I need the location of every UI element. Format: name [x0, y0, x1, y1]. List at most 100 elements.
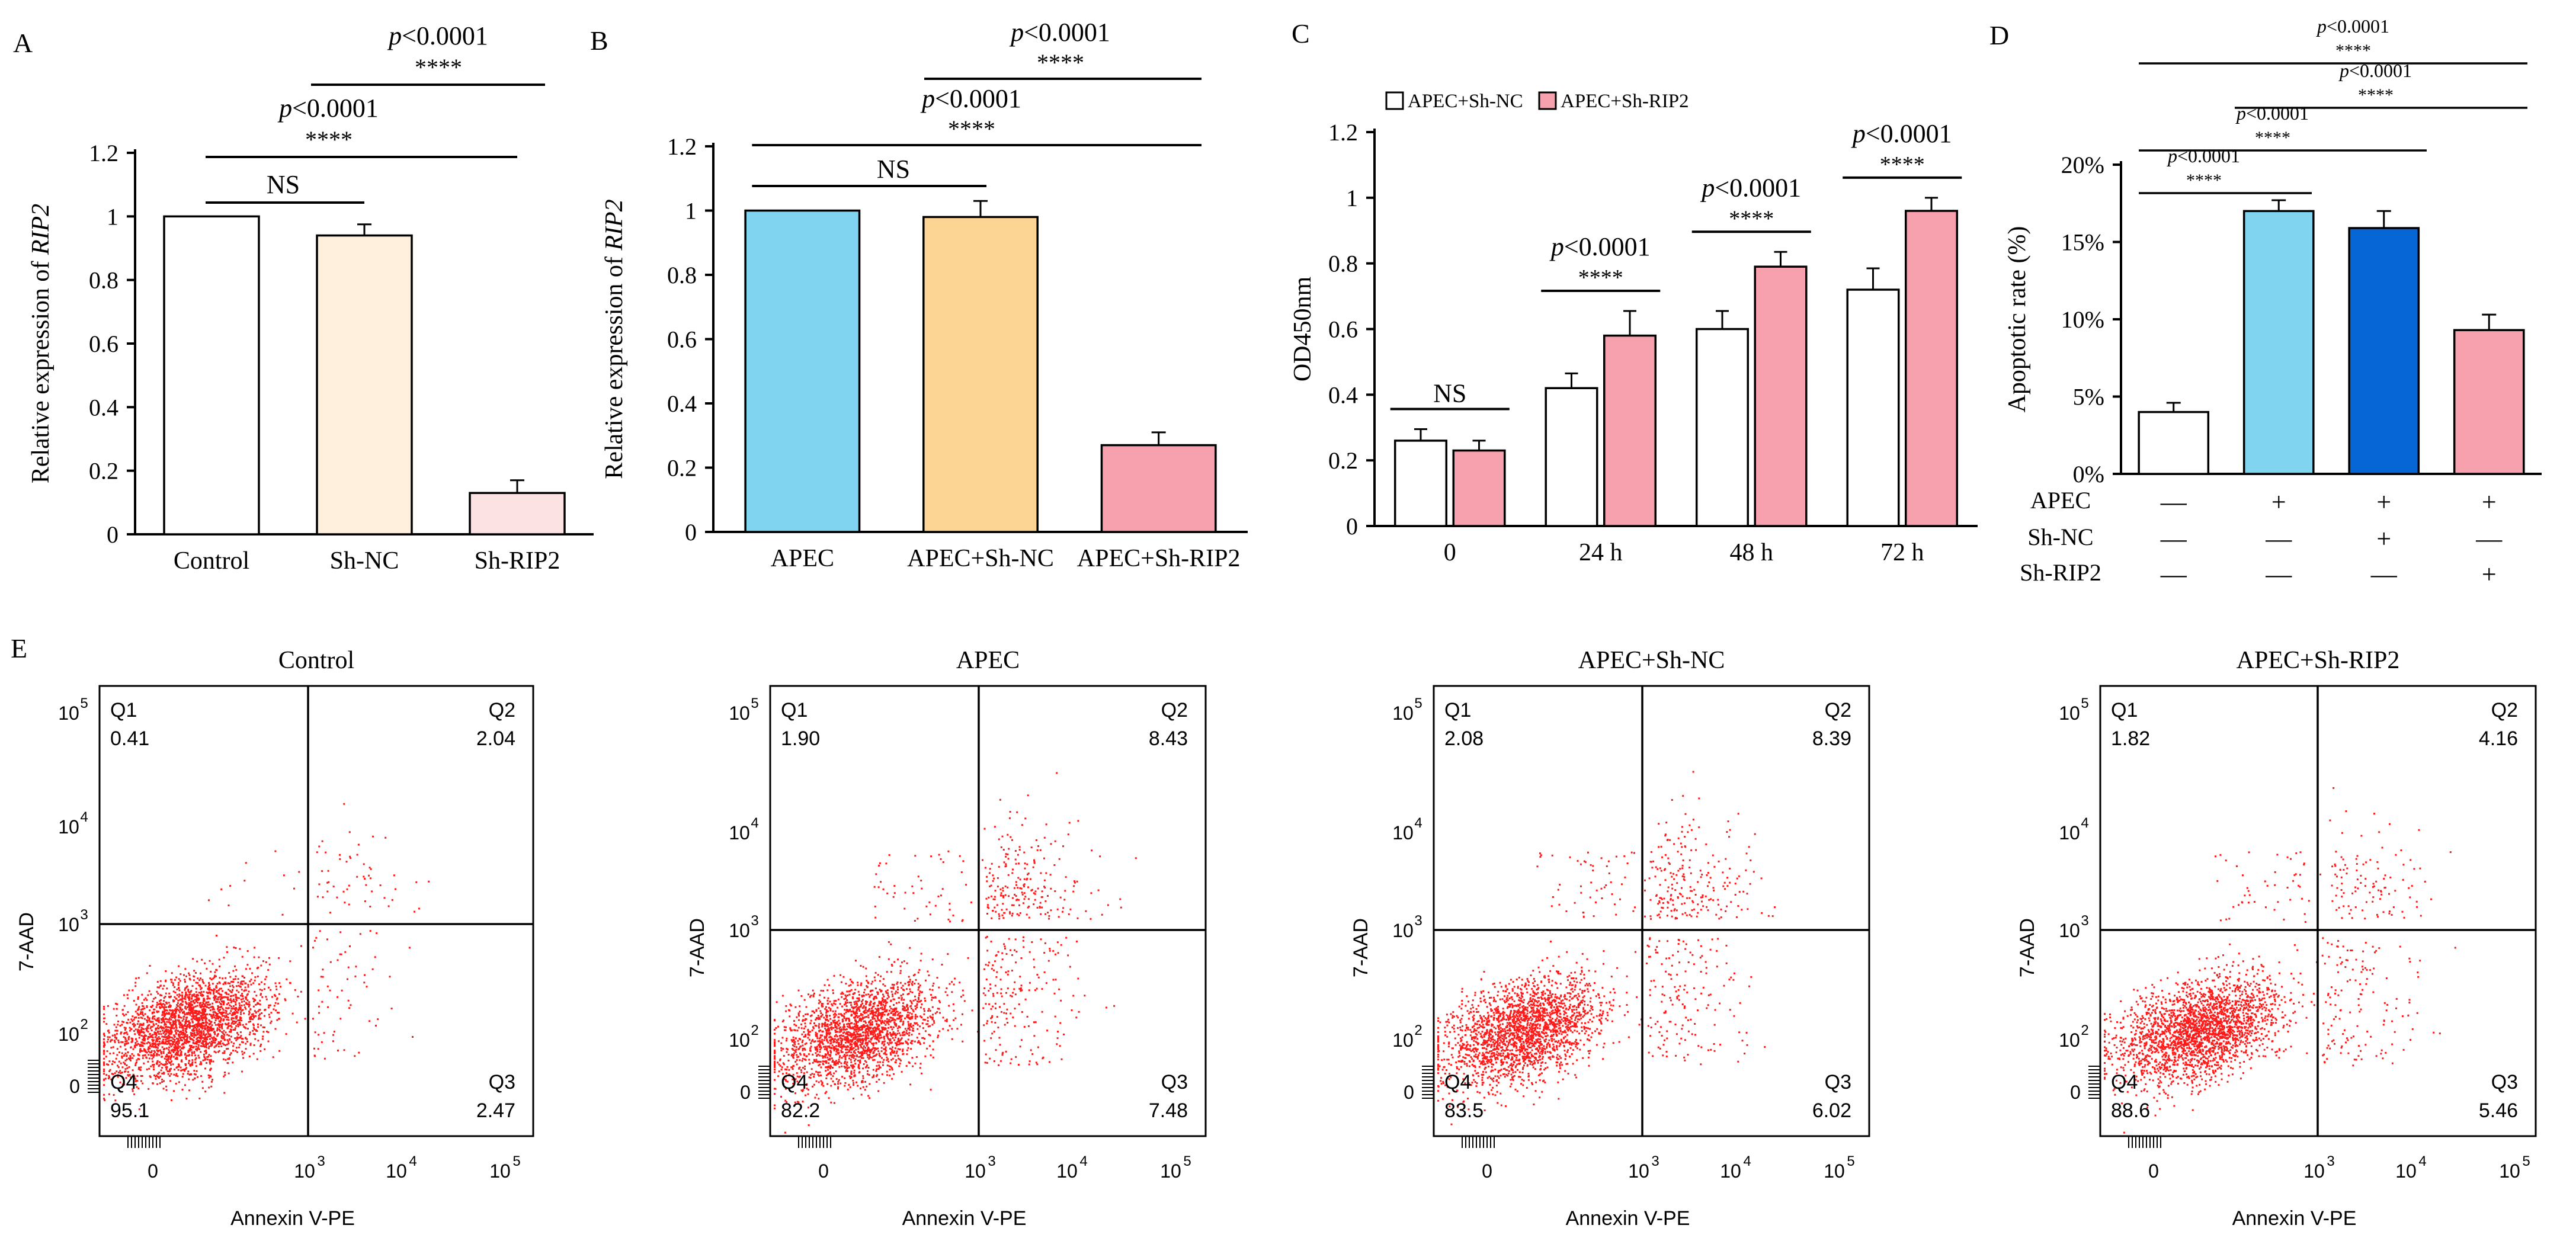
x-tick-label: 10 [1056, 1160, 1078, 1182]
condition-sign: + [2482, 488, 2497, 517]
y-tick-exponent: 4 [80, 809, 88, 825]
x-axis-title: Annexin V-PE [902, 1207, 1027, 1230]
y-tick-label: 10 [729, 920, 750, 941]
x-tick-exponent: 5 [2522, 1153, 2530, 1169]
y-tick-label: 10 [58, 703, 79, 724]
significance-stars: **** [2255, 128, 2290, 147]
y-tick-exponent: 5 [2081, 695, 2088, 711]
p-value-label: p<0.0001 [2167, 145, 2240, 166]
quadrant-name: Q1 [2111, 699, 2138, 721]
y-tick-exponent: 3 [1414, 913, 1422, 929]
y-tick-label: 10 [58, 816, 79, 838]
panel-d: D 0% 5% 10% 15% 20% Apoptotic rate (%) p<0.0001… [1989, 15, 2542, 589]
condition-sign: + [2376, 488, 2391, 517]
y-tick-label: 10 [2059, 920, 2080, 941]
quadrant-name: Q3 [2491, 1071, 2518, 1093]
bar [1754, 265, 1808, 527]
y-tick-exponent: 3 [2081, 913, 2088, 929]
y-tick-label: 0.6 [89, 331, 118, 357]
y-tick-exponent: 2 [751, 1022, 758, 1038]
x-tick-label: 10 [2499, 1160, 2520, 1182]
y-axis-title: 7-AAD [2016, 918, 2039, 977]
x-tick-label: 10 [1160, 1160, 1181, 1182]
bar [1545, 387, 1598, 527]
y-axis-title: Apoptotic rate (%) [2004, 226, 2031, 413]
y-tick-exponent: 4 [1414, 815, 1422, 831]
bar [744, 209, 861, 533]
quadrant-value: 88.6 [2111, 1099, 2150, 1122]
quadrant-value: 8.43 [1149, 727, 1188, 750]
quadrant-value: 0.41 [110, 727, 149, 750]
x-tick-label: 0 [1444, 539, 1456, 566]
y-tick-label: 20% [2061, 152, 2104, 178]
y-tick-label: 0.2 [89, 458, 118, 485]
plot-title: APEC+Sh-NC [1578, 647, 1725, 674]
y-tick-label: 10 [1392, 822, 1414, 844]
panel-c: C 0 0.2 0.4 0.6 0.8 1 1.2 OD450nm 0 24 h 48 h 72 h AP… [1289, 18, 1978, 566]
quadrant-value: 2.08 [1444, 727, 1484, 750]
y-tick-label: 0 [1346, 513, 1358, 540]
quadrant-name: Q4 [781, 1071, 808, 1093]
y-axis-title: Relative expression of RIP2 [27, 204, 55, 483]
y-tick-exponent: 2 [80, 1016, 88, 1032]
plot-title: APEC [956, 647, 1020, 674]
p-value-label: p<0.0001 [1700, 173, 1801, 202]
bar [2348, 227, 2420, 475]
quadrant-value: 8.39 [1812, 727, 1851, 750]
y-tick-exponent: 4 [2081, 815, 2088, 831]
significance-stars: **** [1880, 152, 1925, 177]
quadrant-name: Q4 [2111, 1071, 2138, 1093]
bar [1393, 440, 1447, 527]
x-tick-exponent: 3 [2327, 1153, 2334, 1169]
x-tick-label: APEC [771, 545, 834, 572]
y-tick-exponent: 2 [2081, 1022, 2088, 1038]
y-tick-label: 0.2 [667, 455, 697, 482]
y-tick-label: 10 [58, 914, 79, 935]
y-tick-label: 1.2 [1328, 119, 1358, 146]
condition-sign: + [2376, 524, 2391, 553]
panel-b: B 0 0.2 0.4 0.6 0.8 1 1.2 Relative expression of… [590, 18, 1248, 572]
bar [1695, 328, 1749, 527]
quadrant-value: 7.48 [1149, 1099, 1188, 1122]
quadrant-name: Q1 [781, 699, 808, 721]
y-tick-label: 0.2 [1328, 447, 1358, 474]
x-tick-label: Sh-RIP2 [475, 547, 560, 575]
y-tick-label: 10 [1392, 703, 1414, 724]
y-tick-label: 10 [729, 1030, 750, 1051]
x-axis-title: Annexin V-PE [1566, 1207, 1690, 1230]
y-tick-label: 10 [729, 703, 750, 724]
p-value-label: p<0.0001 [2316, 15, 2389, 37]
x-tick-label: 0 [818, 1160, 829, 1182]
bar [922, 216, 1039, 533]
y-tick-exponent: 5 [80, 695, 88, 711]
quadrant-value: 1.82 [2111, 727, 2150, 750]
x-tick-exponent: 5 [512, 1153, 520, 1169]
x-axis-title: Annexin V-PE [230, 1207, 355, 1230]
quadrant-name: Q4 [110, 1071, 137, 1093]
y-tick-exponent: 3 [751, 913, 758, 929]
condition-label: APEC [2030, 487, 2091, 514]
x-tick-label: 10 [386, 1160, 407, 1182]
y-tick-label: 0.8 [667, 262, 697, 288]
bar [1100, 444, 1217, 533]
legend-swatch [1385, 91, 1404, 110]
quadrant-value: 95.1 [110, 1099, 149, 1122]
y-tick-label: 0 [685, 519, 697, 546]
significance-label: NS [267, 170, 300, 199]
legend-swatch [1538, 91, 1557, 110]
x-tick-label: 10 [1628, 1160, 1649, 1182]
bar [2242, 210, 2315, 475]
condition-sign: — [2475, 524, 2503, 553]
x-tick-label: Sh-NC [330, 547, 399, 575]
y-tick-label: 10 [1392, 1030, 1414, 1051]
significance-label: NS [877, 155, 910, 184]
condition-label: Sh-NC [2027, 524, 2093, 550]
panels: A 0 0.2 0.4 0.6 0.8 1 1.2 Relative expression of… [11, 15, 2542, 1230]
quadrant-name: Q1 [110, 699, 137, 721]
y-tick-label: 5% [2073, 384, 2104, 410]
panel-label: E [11, 633, 27, 663]
